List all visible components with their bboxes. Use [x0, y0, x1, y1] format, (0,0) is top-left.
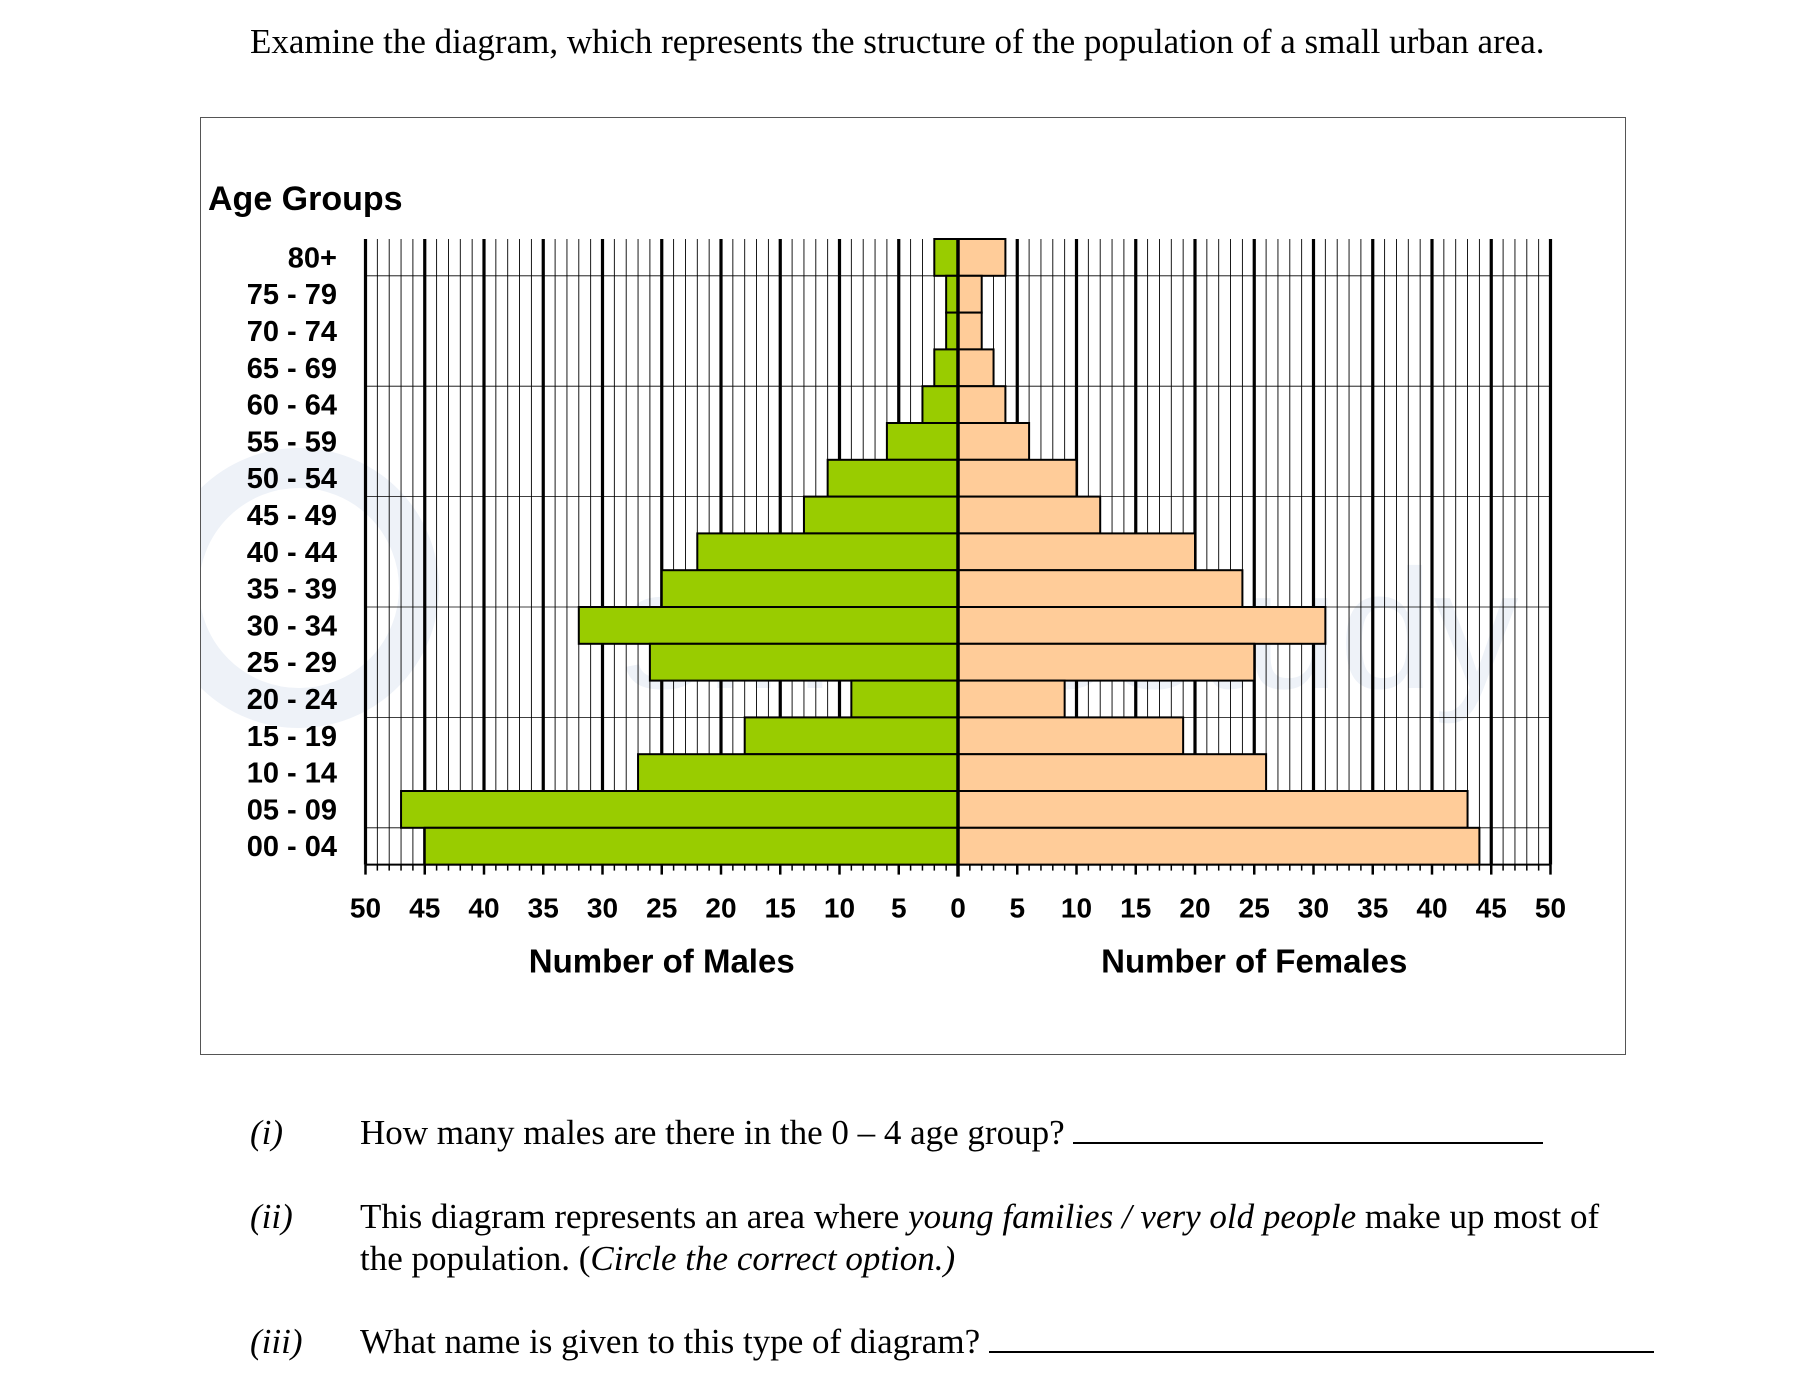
intro-text: Examine the diagram, which represents th…: [250, 22, 1545, 61]
question-1-text: How many males are there in the 0 – 4 ag…: [360, 1113, 1065, 1152]
y-tick-label: 65 - 69: [247, 353, 337, 385]
y-tick-label: 40 - 44: [247, 537, 337, 569]
y-tick-label: 55 - 59: [247, 426, 337, 458]
y-tick-label: 15 - 19: [247, 721, 337, 753]
bar-male: [648, 642, 959, 682]
x-tick-label: 35: [1357, 893, 1388, 924]
bar-male: [826, 458, 960, 498]
x-tick-label: 50: [1535, 893, 1566, 924]
question-3: (iii) What name is given to this type of…: [0, 1321, 1818, 1366]
question-2-number: (ii): [250, 1197, 293, 1236]
x-axis-label-females: Number of Females: [1101, 943, 1407, 980]
bar-female: [957, 238, 1007, 277]
x-tick-label: 40: [468, 893, 499, 924]
bar-male: [933, 238, 959, 277]
x-tick-label: 5: [891, 893, 907, 924]
bar-female: [957, 385, 1007, 425]
bar-female: [957, 274, 983, 314]
x-tick-label: 35: [528, 893, 559, 924]
question-3-text: What name is given to this type of diagr…: [360, 1322, 981, 1361]
bar-female: [957, 642, 1256, 682]
bar-male: [945, 311, 960, 351]
bar-female: [957, 348, 995, 388]
y-tick-label: 60 - 64: [247, 390, 337, 422]
bar-male: [802, 495, 960, 535]
bar-male: [696, 532, 959, 572]
question-1: (i) How many males are there in the 0 – …: [0, 1112, 1818, 1157]
x-tick-label: 0: [950, 893, 966, 924]
bar-male: [933, 348, 959, 388]
x-tick-label: 30: [587, 893, 618, 924]
bar-male: [423, 826, 959, 866]
bar-male: [637, 753, 959, 793]
y-tick-label: 50 - 54: [247, 463, 337, 495]
bar-male: [660, 569, 959, 609]
bar-male: [945, 274, 960, 314]
question-1-number: (i): [250, 1113, 284, 1152]
y-tick-label: 45 - 49: [247, 500, 337, 532]
bar-male: [743, 716, 960, 756]
bar-female: [957, 458, 1078, 498]
x-tick-label: 25: [1239, 893, 1270, 924]
x-tick-label: 45: [1476, 893, 1507, 924]
x-tick-label: 45: [409, 893, 440, 924]
x-tick-label: 25: [646, 893, 677, 924]
bar-male: [850, 679, 959, 719]
bar-female: [957, 826, 1481, 866]
x-tick-label: 30: [1298, 893, 1329, 924]
question-2-line2: the population. (: [360, 1239, 591, 1278]
y-tick-label: 25 - 29: [247, 647, 337, 679]
y-tick-label: 80+: [288, 242, 337, 274]
x-tick-label: 5: [1009, 893, 1025, 924]
y-tick-label: 20 - 24: [247, 684, 337, 716]
x-tick-label: 20: [705, 893, 736, 924]
answer-1-line[interactable]: [1073, 1112, 1544, 1144]
question-2-text-start: This diagram represents an area where: [360, 1197, 909, 1236]
x-tick-label: 40: [1416, 893, 1447, 924]
y-tick-label: 10 - 14: [247, 758, 337, 790]
question-2-text-end: make up most of: [1356, 1197, 1600, 1236]
x-tick-label: 50: [350, 893, 381, 924]
question-2-options[interactable]: young families / very old people: [908, 1197, 1357, 1236]
bar-female: [957, 495, 1102, 535]
question-2-instruction: Circle the correct option.): [590, 1239, 956, 1278]
answer-3-line[interactable]: [988, 1321, 1654, 1353]
bar-female: [957, 679, 1066, 719]
x-tick-label: 10: [1061, 893, 1092, 924]
bar-male: [921, 385, 960, 425]
bar-female: [957, 311, 983, 351]
bar-female: [957, 790, 1469, 829]
y-tick-label: 70 - 74: [247, 316, 337, 348]
x-tick-label: 15: [1120, 893, 1151, 924]
y-tick-label: 05 - 09: [247, 794, 337, 826]
y-tick-label: 35 - 39: [247, 574, 337, 606]
bar-male: [577, 606, 959, 645]
question-3-number: (iii): [250, 1322, 303, 1361]
bar-male: [400, 790, 960, 829]
x-tick-label: 10: [824, 893, 855, 924]
bar-female: [957, 569, 1244, 609]
bar-female: [957, 422, 1031, 461]
watermark-logo-icon: [201, 448, 439, 728]
bar-female: [957, 606, 1327, 645]
x-tick-label: 15: [765, 893, 796, 924]
y-tick-label: 75 - 79: [247, 279, 337, 311]
bar-female: [957, 753, 1268, 793]
x-tick-label: 20: [1179, 893, 1210, 924]
y-axis-title: Age Groups: [208, 180, 403, 218]
bar-female: [957, 716, 1185, 756]
bar-male: [885, 422, 960, 461]
y-tick-label: 30 - 34: [247, 610, 337, 642]
bar-female: [957, 532, 1196, 572]
y-tick-label: 00 - 04: [247, 831, 337, 863]
x-axis-label-males: Number of Males: [529, 943, 795, 980]
question-2: (ii) This diagram represents an area whe…: [0, 1196, 1818, 1286]
